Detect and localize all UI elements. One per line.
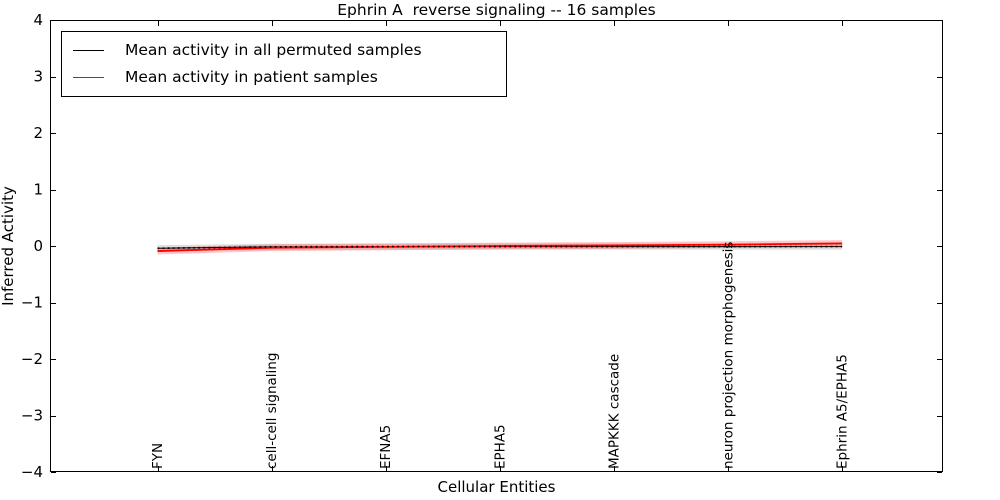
y-tick-label: −1 [21,294,43,312]
line-permuted-mean-dotted [157,245,843,250]
y-tick-label: −3 [21,407,43,425]
x-tick-label: MAPKKK cascade [606,354,622,469]
legend-entry-permuted: Mean activity in all permuted samples [73,41,506,60]
x-tick-label: cell-cell signaling [264,353,280,469]
legend-entry-patient: Mean activity in patient samples [73,68,506,87]
legend: Mean activity in all permuted samples Me… [61,31,507,97]
legend-label-permuted: Mean activity in all permuted samples [125,40,422,59]
legend-label-patient: Mean activity in patient samples [125,68,378,87]
x-tick-label: Ephrin A5/EPHA5 [835,354,851,469]
plot-frame [49,19,944,473]
y-tick-label: 0 [33,237,43,255]
y-tick-label: −2 [21,350,43,368]
chart-title: Ephrin A reverse signaling -- 16 samples [337,1,656,19]
y-tick-label: −4 [21,463,43,481]
legend-line-permuted-icon [73,49,104,51]
y-tick-label: 3 [33,68,43,86]
y-tick-label: 2 [33,124,43,142]
y-tick-label: 1 [33,181,43,199]
legend-line-patient-icon [73,77,104,79]
x-tick-label: EPHA5 [492,424,508,469]
x-tick-label: FYN [150,443,166,469]
y-axis-label: Inferred Activity [0,186,17,306]
x-tick-label: EFNA5 [378,425,394,469]
x-axis-label: Cellular Entities [437,478,556,496]
x-tick-label: neuron projection morphogenesis [720,242,736,469]
y-tick-label: 4 [33,11,43,29]
